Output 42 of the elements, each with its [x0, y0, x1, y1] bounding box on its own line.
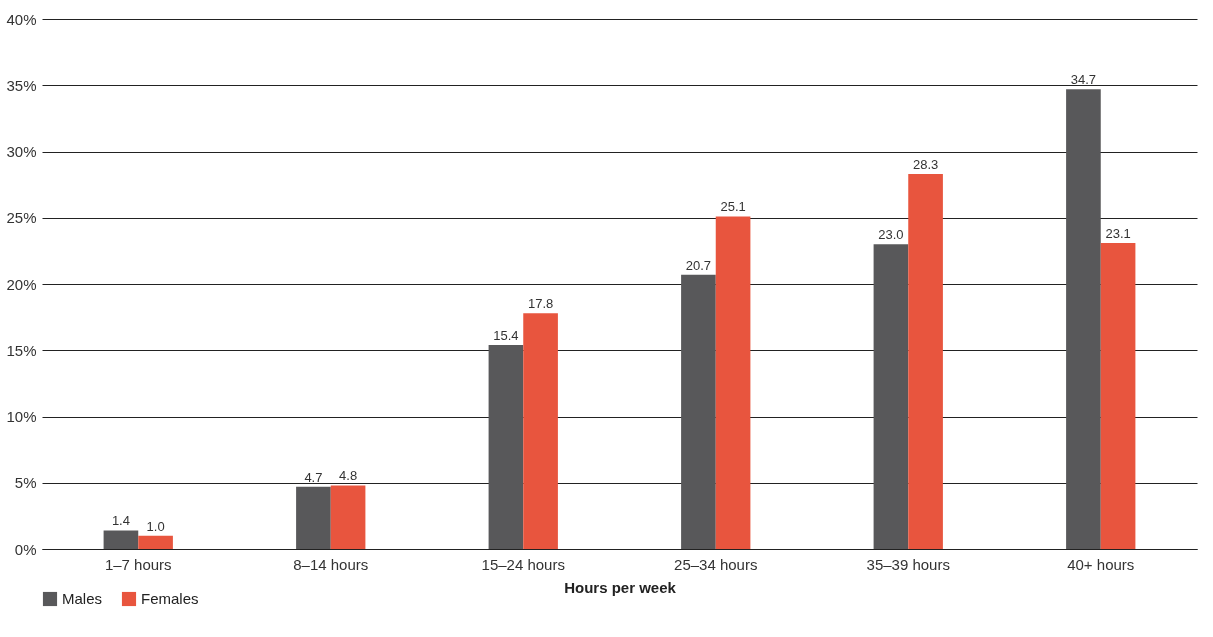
- bar: [681, 274, 716, 549]
- data-label: 28.3: [912, 157, 939, 173]
- bar: [908, 174, 943, 549]
- data-label: 1.0: [146, 518, 165, 534]
- data-label: 4.7: [304, 469, 323, 485]
- y-tick-label: 30%: [6, 143, 37, 160]
- y-tick-label: 40%: [6, 10, 37, 28]
- legend-label: Females: [141, 590, 199, 607]
- x-tick-label: 35–39 hours: [866, 555, 950, 573]
- bar: [1066, 89, 1101, 549]
- y-tick-label: 35%: [6, 76, 37, 94]
- bar: [873, 244, 909, 549]
- bar: [103, 530, 139, 549]
- data-label: 4.8: [339, 468, 358, 484]
- x-tick-label: 8–14 hours: [293, 555, 369, 573]
- data-label: 25.1: [720, 199, 746, 215]
- x-tick-label: 40+ hours: [1067, 555, 1135, 573]
- data-label: 15.4: [493, 327, 519, 343]
- y-tick-label: 10%: [6, 408, 37, 425]
- data-label: 23.0: [878, 227, 904, 243]
- bar: [1100, 242, 1136, 549]
- x-tick-label: 25–34 hours: [674, 555, 758, 573]
- bar: [330, 485, 366, 549]
- y-tick-label: 20%: [6, 275, 37, 293]
- data-label: 23.1: [1105, 225, 1131, 241]
- x-axis-title: Hours per week: [564, 578, 677, 596]
- bar: [138, 535, 173, 549]
- bar: [488, 344, 524, 549]
- bar: [296, 486, 331, 549]
- bar: [523, 313, 558, 549]
- legend-label: Males: [62, 590, 103, 607]
- y-tick-label: 0%: [14, 540, 37, 558]
- data-label: 34.7: [1070, 72, 1097, 88]
- y-tick-label: 5%: [14, 474, 37, 492]
- data-label: 1.4: [111, 513, 130, 529]
- bar: [715, 216, 751, 549]
- y-tick-label: 25%: [6, 209, 37, 227]
- data-label: 20.7: [685, 257, 712, 273]
- data-label: 17.8: [527, 296, 554, 312]
- y-tick-label: 15%: [6, 341, 37, 359]
- x-tick-label: 15–24 hours: [481, 555, 565, 573]
- x-tick-label: 1–7 hours: [104, 555, 172, 573]
